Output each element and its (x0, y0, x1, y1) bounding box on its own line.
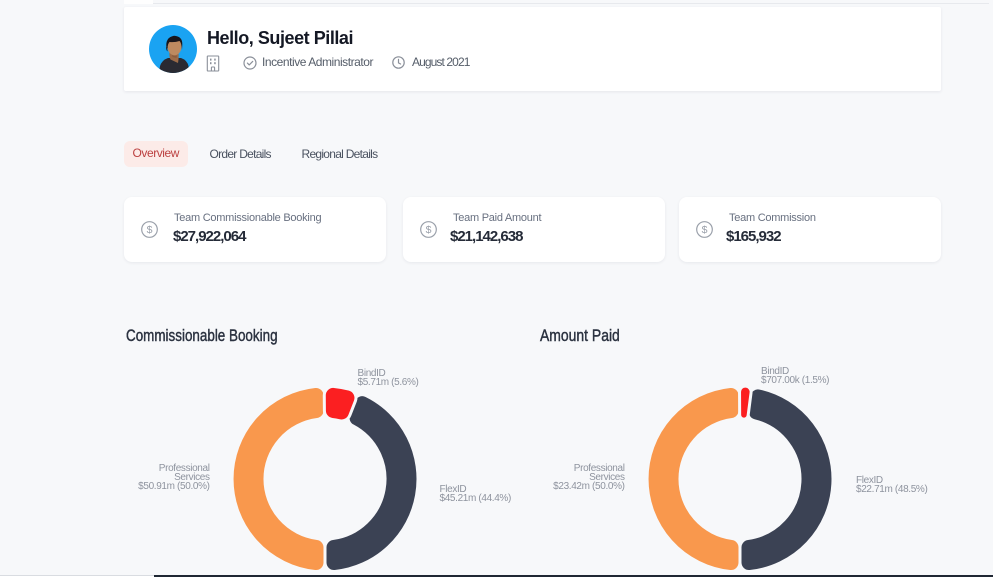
svg-text:$: $ (147, 224, 153, 236)
svg-text:$: $ (426, 224, 432, 236)
svg-text:$: $ (702, 224, 708, 236)
